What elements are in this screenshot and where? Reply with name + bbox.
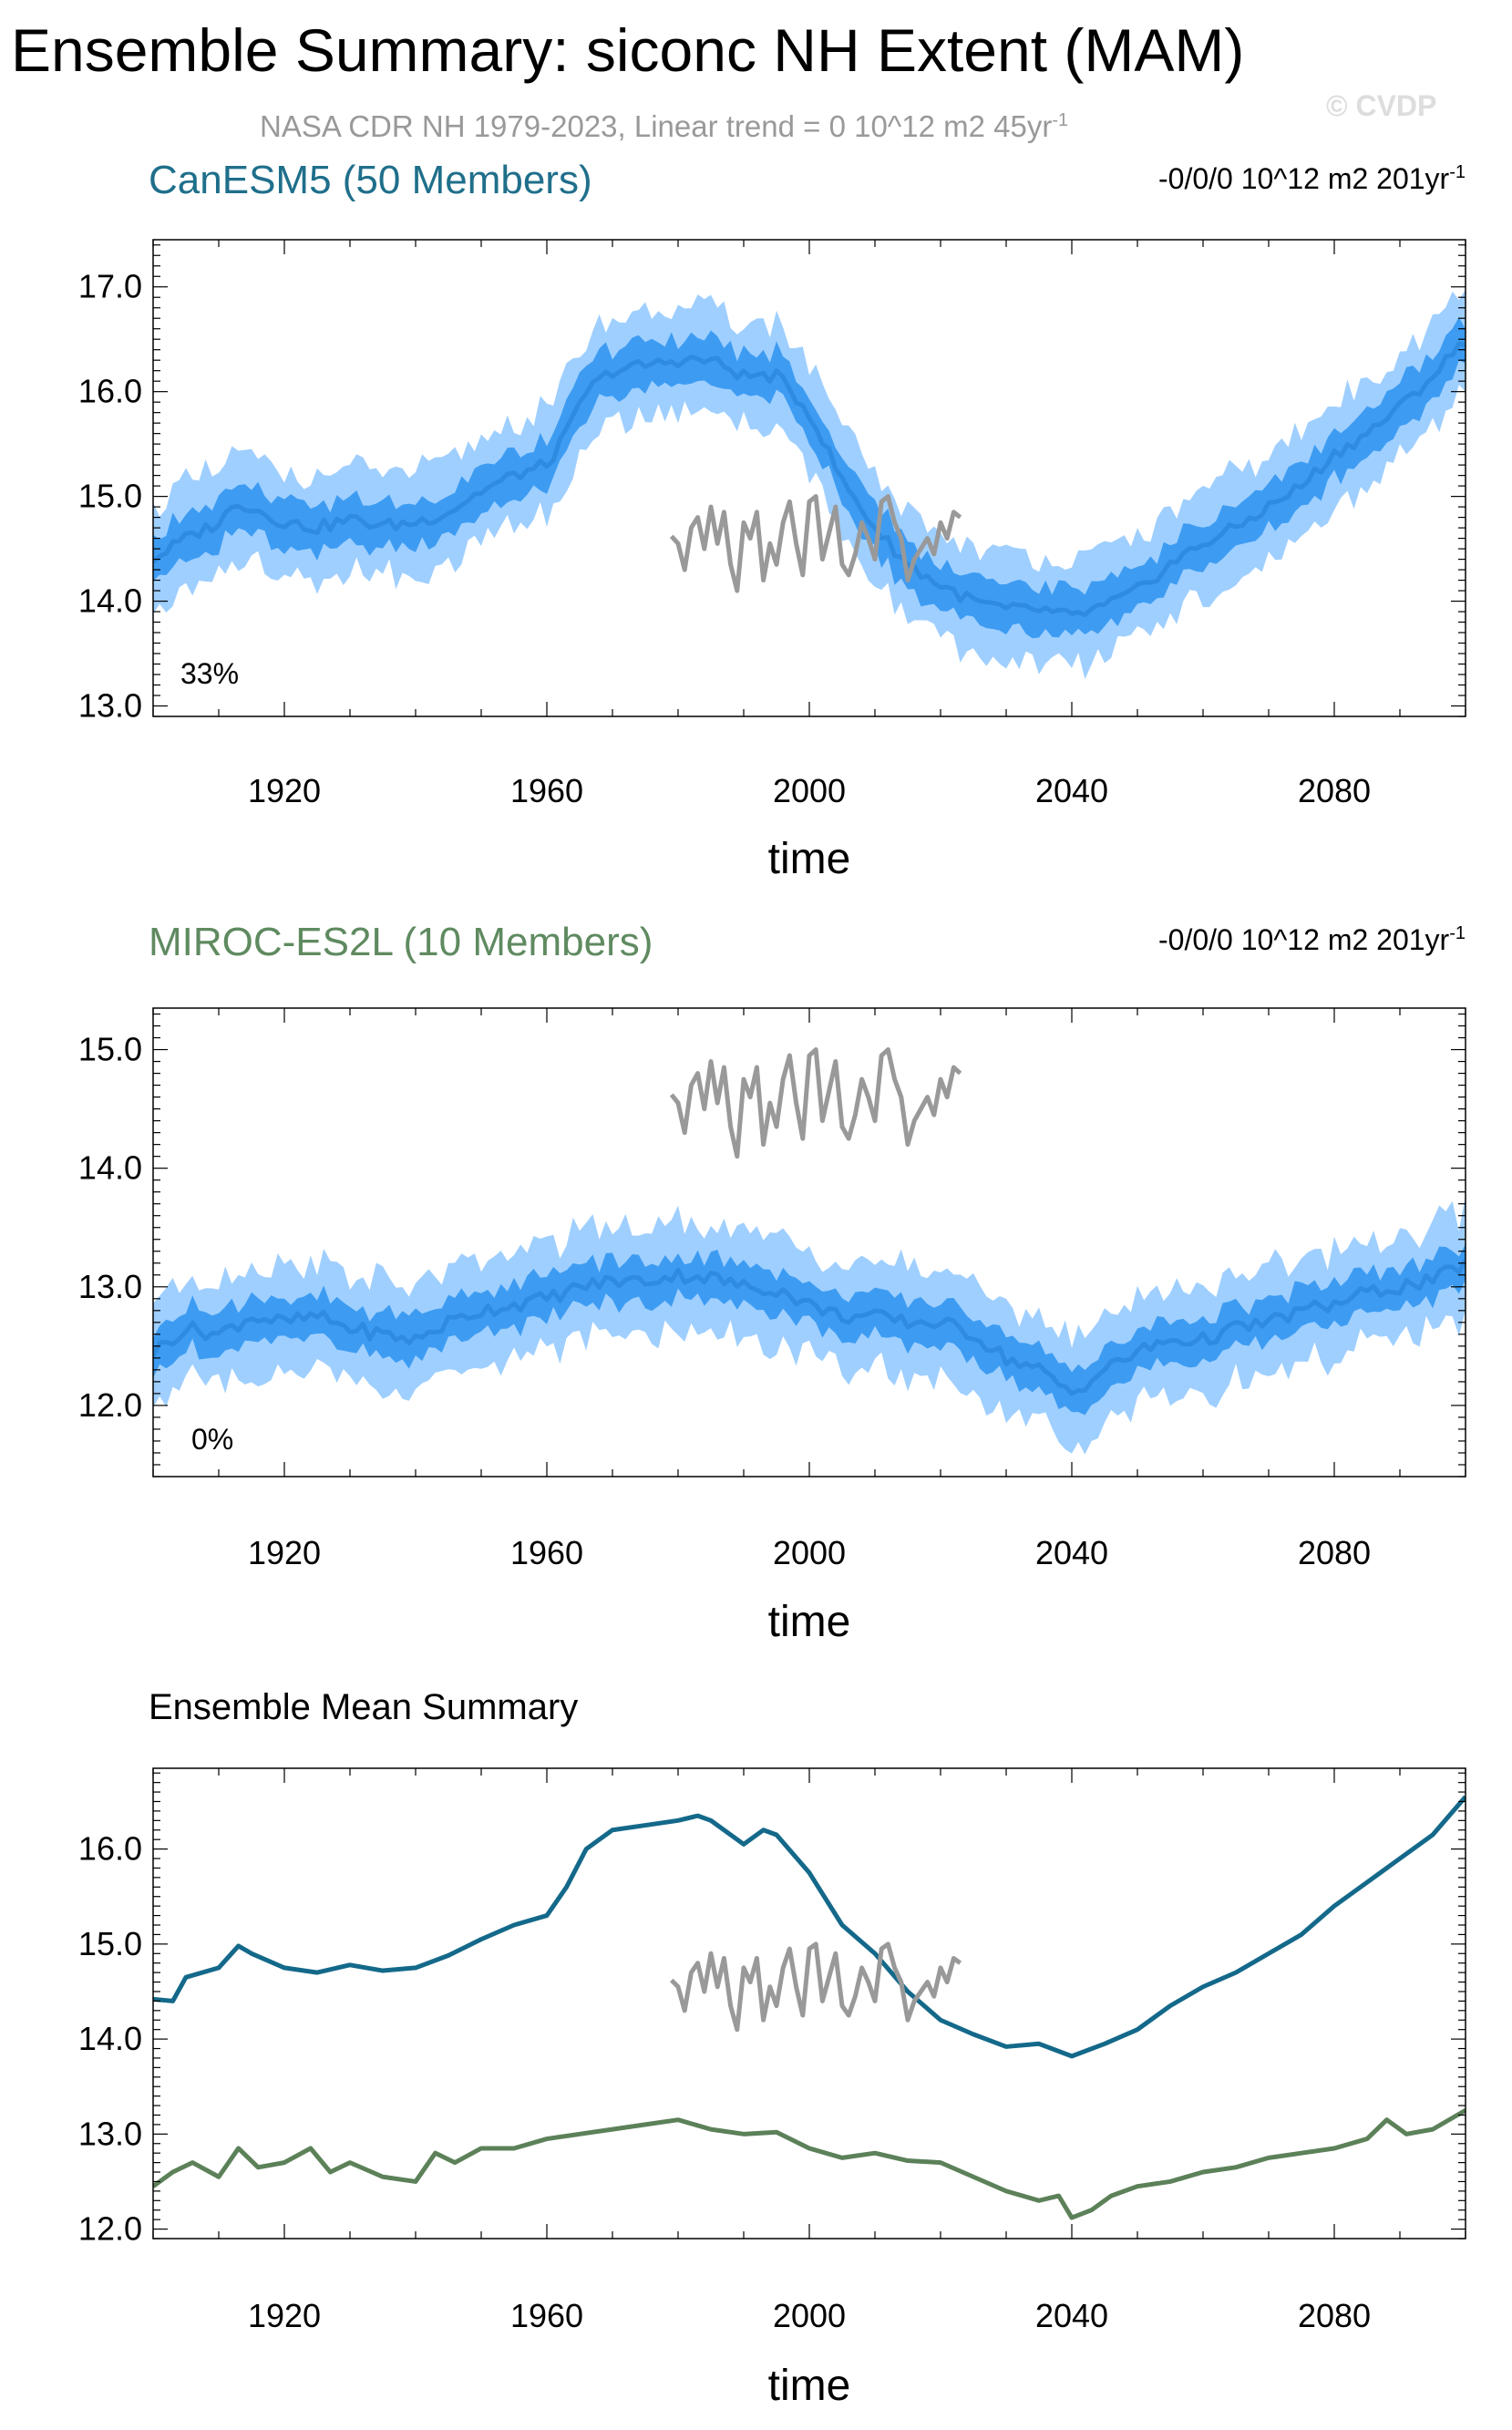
x-tick-label: 2000: [773, 772, 846, 809]
x-tick-label: 1960: [510, 772, 583, 809]
y-tick-label: 15.0: [78, 1925, 142, 1962]
chart-panel-2: 1920 1960 2000 2040 2080 12.0 13.0 14.0 15.0 MIRO…: [78, 920, 1466, 1646]
plot-frame: [152, 1767, 1466, 2240]
x-axis-label: time: [768, 835, 851, 883]
y-tick-label: 16.0: [78, 1830, 142, 1868]
trend-label: -0/0/0 10^12 m2 201yr-1: [1158, 923, 1466, 956]
trend-label: -0/0/0 10^12 m2 201yr-1: [1158, 162, 1466, 195]
panel-title: Ensemble Mean Summary: [149, 1687, 578, 1727]
y-tick-label: 16.0: [78, 373, 142, 410]
x-tick-label: 2040: [1035, 772, 1108, 809]
x-tick-label: 2080: [1298, 1534, 1371, 1571]
miroc-mean-line: [153, 2108, 1466, 2220]
x-axis-label: time: [768, 1598, 851, 1646]
x-tick-label: 2000: [773, 1534, 846, 1571]
x-tick-label: 1920: [248, 772, 321, 809]
y-tick-label: 14.0: [78, 1149, 142, 1187]
y-tick-label: 17.0: [78, 268, 142, 305]
y-tick-label: 14.0: [78, 2020, 142, 2057]
cvdp-watermark: © CVDP: [1326, 89, 1437, 122]
x-tick-label: 2040: [1035, 1534, 1108, 1571]
chart-panel-1: 1920 1960 2000 2040 2080 13.0 14.0 15.0 16.0 17.0…: [78, 158, 1466, 883]
x-axis-label: time: [768, 2362, 851, 2410]
plot-area: [153, 1047, 1466, 1455]
plot-area: [153, 289, 1466, 679]
observations-line: [669, 1047, 962, 1159]
panel-title: MIROC-ES2L (10 Members): [149, 920, 653, 964]
ensemble-mean-line: [153, 341, 1466, 618]
subtitle-text: NASA CDR NH 1979-2023, Linear trend = 0 …: [260, 109, 1053, 143]
figure-subtitle: NASA CDR NH 1979-2023, Linear trend = 0 …: [260, 109, 1068, 144]
chart-panel-3: 1920 1960 2000 2040 2080 12.0 13.0 14.0 15.0 16.0…: [78, 1687, 1466, 2410]
x-tick-label: 1960: [510, 2297, 583, 2334]
y-tick-label: 13.0: [78, 687, 142, 725]
y-tick-label: 12.0: [78, 2210, 142, 2248]
canesm5-mean-line: [153, 1795, 1466, 2059]
ensemble-mean-line: [153, 1259, 1466, 1396]
x-tick-label: 2080: [1298, 2297, 1371, 2334]
y-tick-label: 14.0: [78, 582, 142, 620]
y-tick-label: 15.0: [78, 478, 142, 515]
x-tick-label: 1920: [248, 1534, 321, 1571]
x-tick-label: 1960: [510, 1534, 583, 1571]
ensemble-outer-band: [153, 1194, 1466, 1455]
y-tick-label: 12.0: [78, 1386, 142, 1424]
page-title: Ensemble Summary: siconc NH Extent (MAM): [11, 16, 1245, 84]
observations-line: [669, 494, 962, 593]
x-tick-label: 2040: [1035, 2297, 1108, 2334]
plot-area: [153, 1795, 1466, 2220]
y-tick-label: 15.0: [78, 1031, 142, 1068]
observations-line: [670, 1941, 962, 2033]
panel-title: CanESM5 (50 Members): [149, 158, 592, 202]
subtitle-superscript: -1: [1052, 110, 1069, 130]
ensemble-inner-band: [153, 1244, 1466, 1416]
percent-label: 33%: [180, 657, 239, 690]
y-tick-label: 13.0: [78, 1268, 142, 1305]
percent-label: 0%: [191, 1423, 233, 1456]
x-tick-label: 2000: [773, 2297, 846, 2334]
y-tick-label: 13.0: [78, 2115, 142, 2152]
x-tick-label: 2080: [1298, 772, 1371, 809]
x-tick-label: 1920: [248, 2297, 321, 2334]
